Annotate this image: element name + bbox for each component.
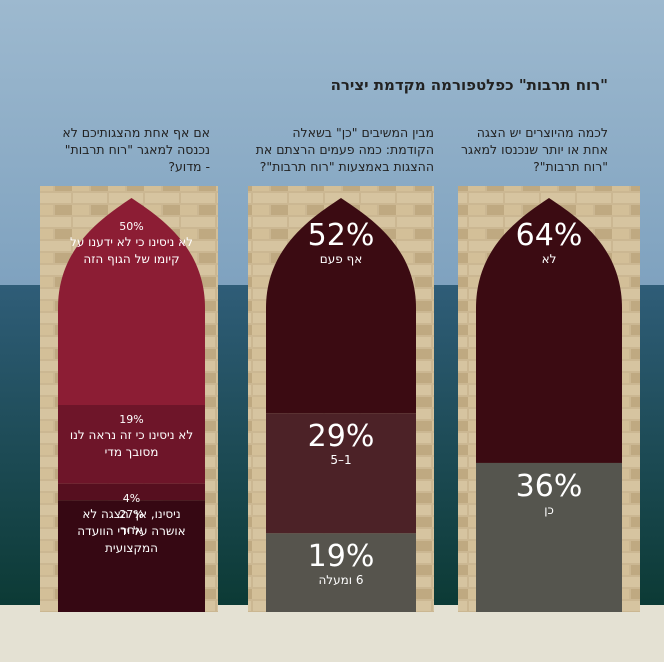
segment-label: 19% לא ניסינו כי זה נראה לנו מסובך מדי [64,413,199,461]
value-label: 50% [119,220,144,233]
category-label: כן [544,502,554,517]
segment [58,500,205,612]
question: אם אף אחת מהצגותיכם לא נכנסה למאגר "רוח … [62,125,210,174]
value-label: 64% [515,218,583,253]
segment-label: 29% 1–5 [272,421,410,468]
title: "רוח תרבות" כפלטפורמה מקדמת יצירה [330,76,608,94]
segment [266,413,416,534]
category-label: ניסינו, אך הצגה לא אושרה על ידי הוועדה ה… [77,506,186,555]
value-label: 36% [515,468,583,504]
segment [476,198,622,463]
category-label: 1–5 [330,453,352,468]
segment-label: 4% ניסינו, אך הצגה לא אושרה על ידי הוועדה… [64,492,199,557]
value-label: 52% [307,218,375,253]
value-label: 4% [122,491,141,505]
segment-label: 64% לא [482,220,616,267]
category-label: לא ניסינו כי זה נראה לנו מסובך מדי [69,428,194,459]
segment [476,462,622,612]
segment-label: 50% לא ניסינו כי לא ידענו על קיומו של הגו… [64,220,199,268]
segment-label: 36% כן [482,468,616,518]
segment [58,405,205,484]
category-label: אף פעם [319,252,363,266]
category-label: לא ניסינו כי לא ידענו על קיומו של הגוף ה… [70,235,193,266]
value-label: 19% [119,413,144,426]
value-label: 19% [307,539,375,575]
value-label: 29% [307,419,375,455]
segment [58,483,205,501]
arch [476,198,622,612]
question: מבין המשיבים "כן" בשאלה הקודמת: כמה פעמי… [255,125,434,174]
segment-label: 19% 6 ומעלה [272,541,410,588]
category-label: לא [541,252,557,266]
segment [266,533,416,612]
question: לכמה מהיוצרים יש הצגה אחת או יותר שנכנסו… [460,125,608,174]
category-label: אחר [120,523,143,538]
segment-label: 27% אחר [64,508,199,539]
category-label: 6 ומעלה [318,573,364,588]
segment-label: 52% אף פעם [272,220,410,267]
value-label: 27% [119,508,144,522]
